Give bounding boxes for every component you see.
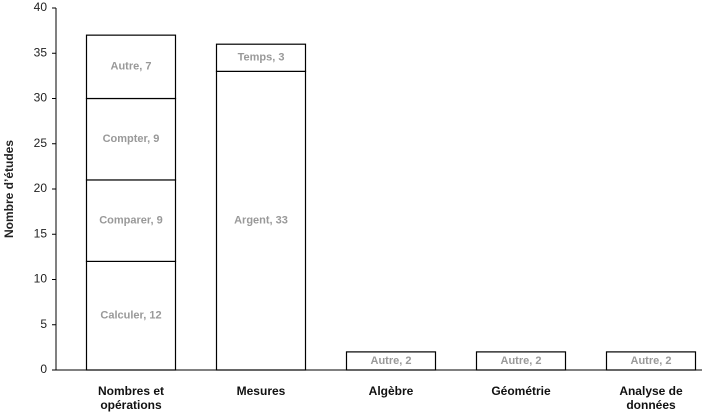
bar-segment: [605, 351, 697, 371]
x-tick-label: Analyse de données: [619, 384, 683, 412]
value-label: Comparer, 9: [99, 215, 163, 227]
y-tick-label: 30: [34, 91, 48, 105]
bar-segment: [85, 34, 177, 100]
bar-segment: [85, 179, 177, 262]
bar-segment: [475, 351, 567, 371]
x-tick-label: Nombres et opérations: [97, 384, 165, 412]
y-tick-label: 25: [34, 136, 48, 150]
x-tick-label: Algèbre: [368, 384, 414, 398]
bar-segment: [85, 260, 177, 371]
value-label: Autre, 2: [501, 355, 542, 367]
y-tick-label: 20: [34, 181, 48, 195]
value-label: Temps, 3: [238, 52, 285, 64]
value-label: Autre, 2: [631, 355, 672, 367]
bar-segment: [215, 43, 307, 72]
y-tick-label: 40: [34, 0, 48, 14]
y-tick-label: 0: [40, 362, 47, 376]
bar-segment: [85, 97, 177, 181]
bar-segment: [215, 70, 307, 371]
x-tick-label: Mesures: [236, 384, 286, 398]
value-label: Argent, 33: [234, 215, 288, 227]
y-tick-label: 10: [34, 272, 48, 286]
value-label: Calculer, 12: [100, 310, 161, 322]
x-tick-label: Géométrie: [491, 384, 551, 398]
value-label: Autre, 7: [111, 61, 152, 73]
bar-segment: [345, 351, 437, 371]
y-axis-title: Nombre d’études: [2, 140, 16, 238]
value-label: Compter, 9: [103, 133, 160, 145]
value-label: Autre, 2: [371, 355, 412, 367]
y-tick-label: 35: [34, 45, 48, 59]
y-tick-label: 15: [34, 226, 48, 240]
y-tick-label: 5: [40, 317, 47, 331]
